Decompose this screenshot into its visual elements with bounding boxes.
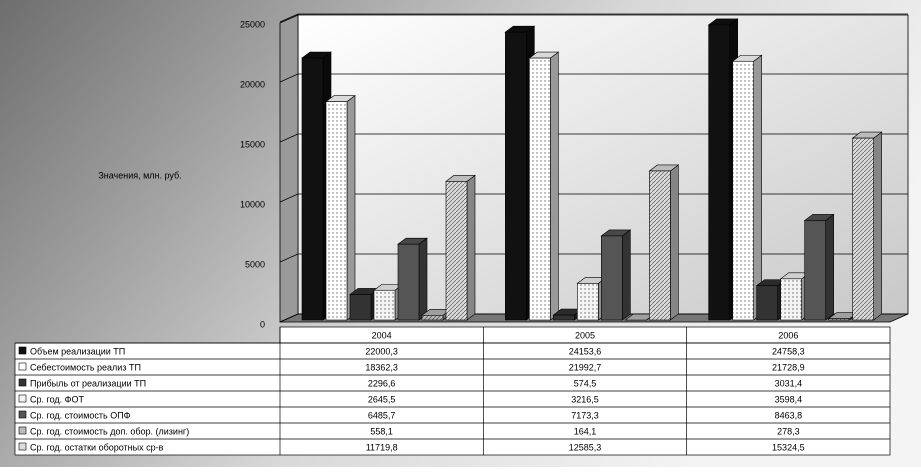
legend-label: Объем реализации ТП xyxy=(30,346,125,356)
table-value: 21992,7 xyxy=(569,362,602,372)
table-value: 18362,3 xyxy=(365,362,398,372)
side-wall xyxy=(279,14,299,323)
table-value: 24153,6 xyxy=(569,346,602,356)
x-tick-label: 2005 xyxy=(575,330,595,340)
bar-pattern xyxy=(780,278,802,320)
legend-swatch xyxy=(18,426,27,435)
y-tick-label: 25000 xyxy=(240,19,265,29)
table-value: 22000,3 xyxy=(365,346,398,356)
table-value: 11719,8 xyxy=(366,442,398,452)
table-value: 21728,9 xyxy=(772,362,805,372)
table-value: 8463,8 xyxy=(775,410,803,420)
y-tick-label: 10000 xyxy=(240,199,265,209)
legend-swatch xyxy=(18,410,27,419)
y-tick-label: 0 xyxy=(260,319,265,329)
bar xyxy=(756,285,778,321)
bar-side xyxy=(753,54,762,321)
bar xyxy=(553,314,575,321)
bar-side xyxy=(346,95,356,321)
table-value: 3031,4 xyxy=(775,378,803,388)
legend-swatch xyxy=(18,362,27,371)
grid-line xyxy=(279,253,908,263)
table-value: 24758,3 xyxy=(772,346,805,356)
legend-label: Себестоимость реализ ТП xyxy=(30,362,141,372)
table-value: 574,5 xyxy=(574,378,597,388)
bar-pattern xyxy=(374,290,395,320)
bar-pattern xyxy=(852,138,874,320)
table-value: 7173,3 xyxy=(571,410,599,420)
bar-pattern xyxy=(577,283,599,320)
bar-side xyxy=(873,131,882,321)
grid-line xyxy=(279,193,908,203)
grid-line xyxy=(279,13,908,23)
table-value: 15324,5 xyxy=(772,442,805,452)
bar-side xyxy=(550,51,559,321)
bar-side xyxy=(825,213,834,321)
bar xyxy=(601,235,623,321)
bar-side xyxy=(418,237,428,321)
legend-label: Прибыль от реализации ТП xyxy=(30,378,146,388)
table-value: 6485,7 xyxy=(368,410,396,420)
bar-pattern xyxy=(732,61,754,320)
grid-line xyxy=(279,313,908,323)
bar-pattern xyxy=(529,58,551,321)
table-value: 278,3 xyxy=(777,426,800,436)
table-value: 2645,5 xyxy=(368,394,396,404)
y-tick-label: 20000 xyxy=(240,79,265,89)
y-tick-label: 15000 xyxy=(240,139,265,149)
legend-label: Ср. год. стоимость доп. обор. (лизинг) xyxy=(30,426,189,436)
x-tick-label: 2006 xyxy=(778,330,798,340)
bar xyxy=(505,31,527,321)
table-value: 3598,4 xyxy=(775,394,803,404)
bar-pattern xyxy=(326,101,347,320)
bar xyxy=(397,243,420,321)
legend-label: Ср. год. ФОТ xyxy=(30,394,84,404)
y-tick-label: 5000 xyxy=(245,259,265,269)
table-body xyxy=(14,342,891,456)
grid-line xyxy=(279,73,908,83)
table-value: 12585,3 xyxy=(569,442,602,452)
bar-side xyxy=(670,164,679,321)
bar-pattern xyxy=(649,170,671,320)
bar xyxy=(708,24,730,321)
grid-line xyxy=(279,133,908,143)
bar xyxy=(804,220,826,321)
bar-pattern xyxy=(422,315,443,320)
y-axis-title: Значения, млн. руб. xyxy=(98,170,181,180)
table-value: 164,1 xyxy=(574,426,597,436)
legend-swatch xyxy=(18,442,27,451)
table-value: 3216,5 xyxy=(571,394,599,404)
x-tick-label: 2004 xyxy=(372,330,392,340)
bar-side xyxy=(622,229,631,321)
bar xyxy=(349,294,372,321)
bar-pattern xyxy=(828,318,850,320)
bar xyxy=(301,57,324,321)
legend-swatch xyxy=(18,394,27,403)
legend-swatch xyxy=(18,346,27,355)
table-value: 558,1 xyxy=(370,426,393,436)
legend-label: Ср. год. остатки оборотных ср-в xyxy=(30,442,164,452)
table-value: 2296,6 xyxy=(368,378,396,388)
legend-label: Ср. год. стоимость ОПФ xyxy=(30,410,131,420)
legend-swatch xyxy=(18,378,27,387)
bar-side xyxy=(466,174,476,321)
bar-pattern xyxy=(446,181,467,320)
